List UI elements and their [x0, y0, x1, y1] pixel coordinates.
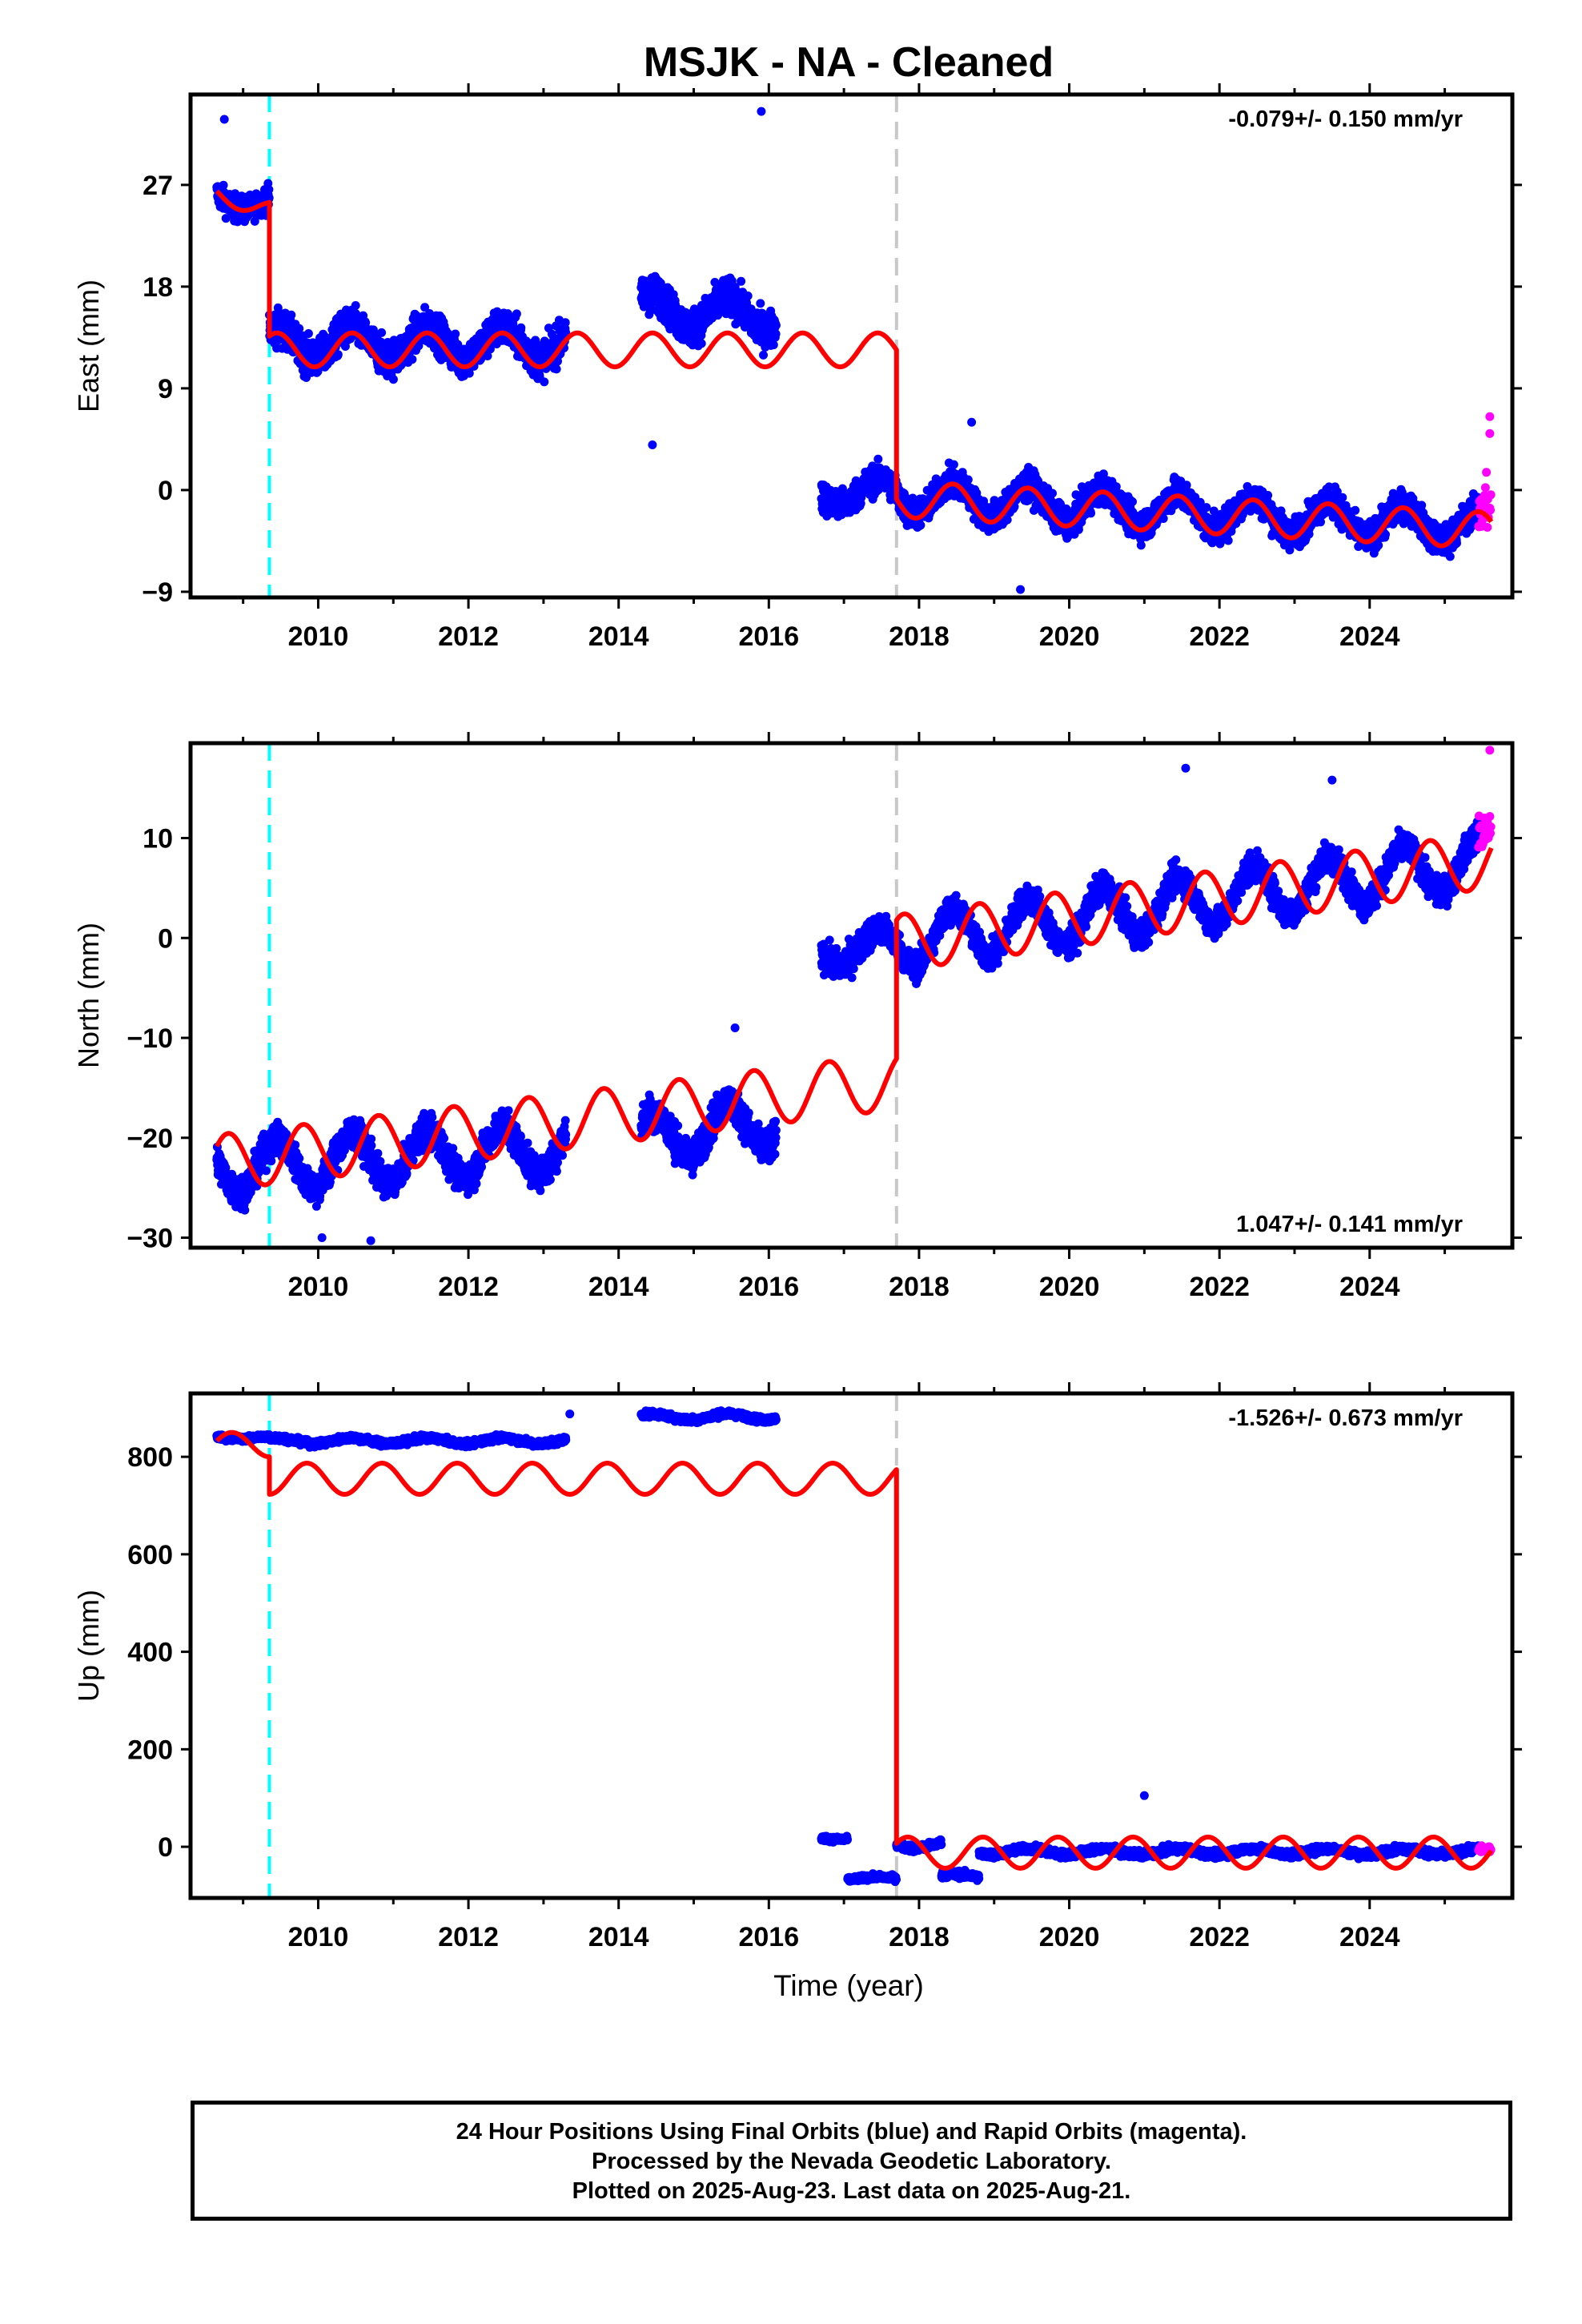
east-data-point [873, 454, 883, 464]
east-data-point [769, 340, 778, 350]
east-data-point [759, 350, 768, 360]
east-data-point [1136, 541, 1146, 550]
east-data-point [1445, 552, 1455, 561]
east-data-point [540, 377, 549, 387]
east-data-point [949, 460, 958, 469]
east-data-point [560, 318, 570, 328]
east-data-point [264, 193, 274, 203]
east-data-point [1202, 503, 1211, 513]
east-data-point [303, 329, 313, 338]
east-final-orbit-points [212, 179, 1483, 561]
east-data-point [1351, 505, 1360, 515]
east-data-point [264, 185, 274, 195]
east-data-point [1263, 491, 1273, 500]
east-data-point [644, 310, 654, 320]
east-data-point [1086, 509, 1095, 518]
east-data-point [451, 329, 460, 339]
east-data-point [916, 521, 926, 530]
east-data-point [377, 328, 387, 337]
east-data-point [697, 339, 706, 348]
east-data-point [1002, 515, 1012, 525]
east-data-point [1048, 489, 1057, 498]
east-data-point [333, 350, 343, 360]
east-data-point [483, 352, 492, 360]
east-data-point [1111, 482, 1121, 492]
east-data-point [737, 276, 746, 286]
east-data-point [408, 355, 417, 364]
east-data-point [420, 303, 430, 312]
east-data-point [388, 375, 398, 384]
east-data-point [1338, 493, 1347, 502]
east-data-point [516, 323, 526, 332]
east-data-point [771, 329, 781, 339]
chart-title: MSJK - NA - Cleaned [644, 39, 1054, 86]
east-data-point [512, 309, 521, 319]
east-data-point [1223, 536, 1233, 545]
east-data-point [287, 310, 296, 320]
east-data-point [219, 180, 228, 190]
east-data-point [743, 292, 753, 300]
east-data-point [552, 364, 561, 374]
east-data-point [295, 324, 304, 333]
east-data-point [771, 320, 781, 330]
east-data-point [351, 301, 360, 310]
east-data-point [1098, 469, 1108, 479]
east-plot-area [212, 94, 1496, 597]
east-data-point [414, 341, 424, 351]
east-data-point [963, 475, 973, 485]
east-data-point [1128, 497, 1137, 506]
east-data-point [756, 299, 765, 308]
east-data-point [1074, 525, 1083, 534]
east-data-point [1374, 541, 1383, 550]
east-data-point [1158, 514, 1168, 523]
